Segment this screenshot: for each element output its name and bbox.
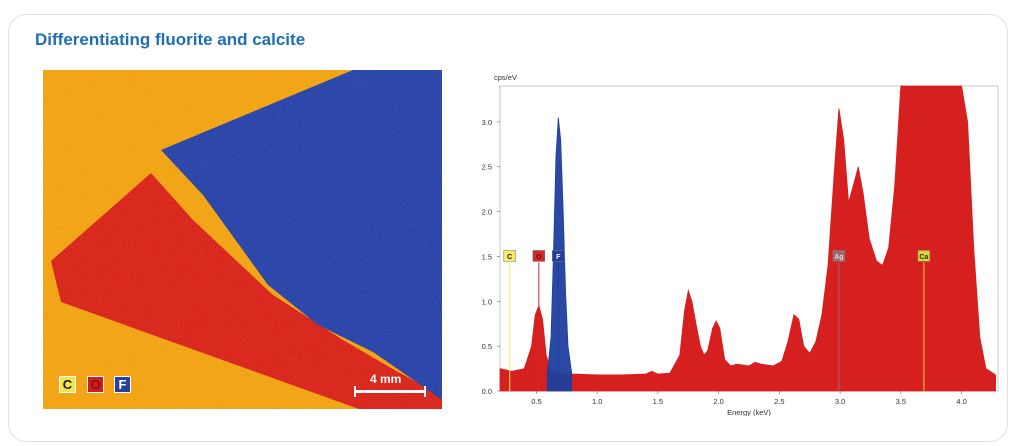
scale-bar-end-right bbox=[424, 386, 426, 397]
x-tick-label: 2.5 bbox=[774, 397, 784, 406]
calcite-texture bbox=[51, 173, 442, 409]
element-marker-label: C bbox=[507, 254, 512, 261]
x-tick-label: 4.0 bbox=[956, 397, 966, 406]
y-tick-label: 2.5 bbox=[482, 163, 492, 172]
y-axis-label: cps/eV bbox=[494, 73, 517, 82]
legend-box-c: C bbox=[59, 376, 76, 393]
element-map-svg bbox=[43, 70, 442, 409]
spectrum-chart: 0.0 0.5 1.0 1.5 2.0 2.5 3.0 0.5 1.0 1.5 2.0 2.5 3.0 3… bbox=[466, 66, 1006, 416]
figure-title: Differentiating fluorite and calcite bbox=[35, 30, 306, 49]
x-tick-label: 1.0 bbox=[592, 397, 602, 406]
y-tick-label: 2.0 bbox=[482, 208, 492, 217]
element-marker-label: F bbox=[556, 254, 561, 261]
element-marker-label: Ag bbox=[834, 254, 843, 261]
x-axis-label: Energy (keV) bbox=[727, 408, 771, 416]
y-tick-label: 0.5 bbox=[482, 342, 492, 351]
spectrum-chart-svg: 0.0 0.5 1.0 1.5 2.0 2.5 3.0 0.5 1.0 1.5 2.0 2.5 3.0 3… bbox=[482, 73, 999, 416]
y-tick-label: 1.5 bbox=[482, 252, 492, 261]
fluorite-texture bbox=[161, 70, 442, 400]
y-tick-label: 1.0 bbox=[482, 297, 492, 306]
element-marker-o bbox=[532, 250, 546, 262]
x-tick-label: 0.5 bbox=[531, 397, 541, 406]
x-tick-label: 1.5 bbox=[653, 397, 663, 406]
y-tick-label: 0.0 bbox=[482, 387, 492, 396]
scale-bar bbox=[354, 390, 426, 393]
legend-box-f: F bbox=[114, 376, 131, 393]
legend-box-o: O bbox=[87, 376, 104, 393]
scale-bar-label: 4 mm bbox=[370, 372, 402, 386]
x-tick-label: 3.5 bbox=[896, 397, 906, 406]
element-marker-label: Ca bbox=[919, 254, 928, 261]
element-marker-c bbox=[503, 250, 516, 262]
element-marker-ca bbox=[917, 250, 931, 262]
element-marker-f bbox=[552, 250, 565, 262]
scale-bar-end-left bbox=[354, 386, 356, 397]
x-tick-label: 2.0 bbox=[713, 397, 723, 406]
x-tick-label: 3.0 bbox=[835, 397, 845, 406]
element-marker-ag bbox=[832, 250, 846, 262]
element-marker-label: O bbox=[536, 254, 542, 261]
y-tick-label: 3.0 bbox=[482, 118, 492, 127]
